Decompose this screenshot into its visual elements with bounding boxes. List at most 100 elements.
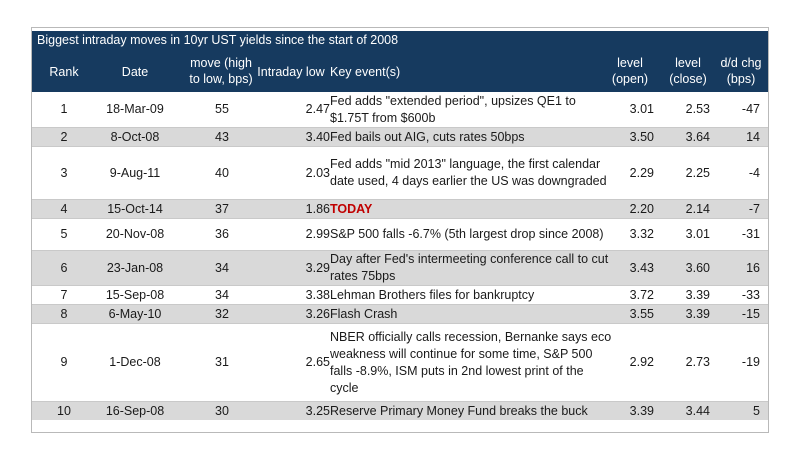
key-event-cell: Reserve Primary Money Fund breaks the bu… bbox=[330, 403, 588, 418]
intraday-low-cell: 2.99 bbox=[305, 227, 330, 241]
header-intraday-low: Intraday low bbox=[257, 65, 325, 79]
table-header: Rank Date move (high to low, bps) Intrad… bbox=[32, 50, 768, 92]
level-open-cell: 3.01 bbox=[629, 102, 654, 116]
move-cell: 34 bbox=[215, 287, 229, 302]
rank-cell: 4 bbox=[60, 201, 68, 216]
dd-chg-cell: 14 bbox=[746, 129, 760, 144]
header-move-line2: to low, bps) bbox=[189, 72, 253, 86]
dd-chg-cell: -19 bbox=[741, 355, 760, 369]
rank-cell: 5 bbox=[60, 227, 68, 241]
dd-chg-cell: -4 bbox=[748, 165, 760, 180]
intraday-low-cell: 2.03 bbox=[305, 165, 330, 180]
dd-chg-cell: -47 bbox=[741, 102, 760, 116]
move-cell: 36 bbox=[215, 227, 229, 241]
level-open-cell: 3.72 bbox=[629, 287, 654, 302]
table-row: 2 8-Oct-08 43 3.40 Fed bails out AIG, cu… bbox=[32, 128, 768, 147]
table-frame bbox=[31, 27, 769, 433]
intraday-low-cell: 3.25 bbox=[305, 403, 330, 418]
level-close-cell: 2.14 bbox=[685, 201, 710, 216]
rank-cell: 1 bbox=[60, 102, 68, 116]
level-close-cell: 2.73 bbox=[685, 355, 710, 369]
intraday-low-cell: 3.40 bbox=[305, 129, 330, 144]
table-row: 5 20-Nov-08 36 2.99 S&P 500 falls -6.7% … bbox=[32, 219, 768, 251]
header-close-line1: level bbox=[675, 56, 701, 70]
table-row: 3 9-Aug-11 40 2.03 Fed adds "mid 2013" l… bbox=[32, 147, 768, 200]
header-open-line1: level bbox=[617, 56, 643, 70]
table-row: 10 16-Sep-08 30 3.25 Reserve Primary Mon… bbox=[32, 402, 768, 420]
key-event-cell: Fed adds "extended period", upsizes QE1 … bbox=[330, 93, 576, 125]
rank-cell: 10 bbox=[57, 403, 71, 418]
table-row: 9 1-Dec-08 31 2.65 NBER officially calls… bbox=[32, 324, 768, 402]
intraday-low-cell: 1.86 bbox=[305, 201, 330, 216]
dd-chg-cell: 16 bbox=[746, 260, 760, 275]
table-row: 4 15-Oct-14 37 1.86 TODAY 2.20 2.14 -7 bbox=[32, 200, 768, 219]
rank-cell: 8 bbox=[60, 306, 68, 321]
level-open-cell: 3.50 bbox=[629, 129, 654, 144]
rank-cell: 9 bbox=[60, 355, 68, 369]
header-move: move (high to low, bps) bbox=[176, 55, 266, 87]
key-event-cell: Day after Fed's intermeeting conference … bbox=[330, 252, 609, 283]
rank-cell: 6 bbox=[60, 260, 68, 275]
header-level-close: level (close) bbox=[662, 55, 714, 87]
intraday-low-cell: 3.38 bbox=[305, 287, 330, 302]
date-cell: 8-Oct-08 bbox=[110, 129, 160, 144]
level-close-cell: 2.25 bbox=[685, 165, 710, 180]
level-open-cell: 2.20 bbox=[629, 201, 654, 216]
move-cell: 40 bbox=[215, 165, 229, 180]
intraday-low-cell: 2.47 bbox=[305, 102, 330, 116]
rank-cell: 2 bbox=[60, 129, 68, 144]
key-event-cell: Fed adds "mid 2013" language, the first … bbox=[330, 157, 607, 188]
level-close-cell: 3.01 bbox=[685, 227, 710, 241]
header-rank: Rank bbox=[49, 65, 79, 79]
move-cell: 37 bbox=[215, 201, 229, 216]
rank-cell: 7 bbox=[60, 287, 68, 302]
level-open-cell: 2.29 bbox=[629, 165, 654, 180]
key-event-cell: S&P 500 falls -6.7% (5th largest drop si… bbox=[330, 227, 604, 241]
header-dd-chg: d/d chg (bps) bbox=[714, 55, 768, 87]
date-cell: 16-Sep-08 bbox=[105, 403, 165, 418]
level-open-cell: 3.43 bbox=[629, 260, 654, 275]
header-level-open: level (open) bbox=[604, 55, 656, 87]
key-event-cell: Lehman Brothers files for bankruptcy bbox=[330, 287, 535, 302]
date-cell: 1-Dec-08 bbox=[109, 355, 161, 369]
header-chg-line2: (bps) bbox=[726, 72, 756, 86]
intraday-low-cell: 3.26 bbox=[305, 306, 330, 321]
rank-cell: 3 bbox=[60, 165, 68, 180]
date-cell: 15-Oct-14 bbox=[107, 201, 163, 216]
level-close-cell: 3.39 bbox=[685, 287, 710, 302]
date-cell: 18-Mar-09 bbox=[106, 102, 164, 116]
level-close-cell: 3.60 bbox=[685, 260, 710, 275]
header-close-line2: (close) bbox=[669, 72, 707, 86]
move-cell: 43 bbox=[215, 129, 229, 144]
level-close-cell: 3.64 bbox=[685, 129, 710, 144]
key-event-cell: Fed bails out AIG, cuts rates 50bps bbox=[330, 129, 525, 144]
table-row: 1 18-Mar-09 55 2.47 Fed adds "extended p… bbox=[32, 92, 768, 128]
dd-chg-cell: -15 bbox=[741, 306, 760, 321]
header-move-line1: move (high bbox=[190, 56, 252, 70]
date-cell: 23-Jan-08 bbox=[106, 260, 164, 275]
move-cell: 31 bbox=[215, 355, 229, 369]
key-event-cell: Flash Crash bbox=[330, 306, 398, 321]
table-body: 1 18-Mar-09 55 2.47 Fed adds "extended p… bbox=[32, 92, 768, 420]
date-cell: 6-May-10 bbox=[108, 306, 162, 321]
intraday-low-cell: 3.29 bbox=[305, 260, 330, 275]
header-chg-line1: d/d chg bbox=[720, 56, 762, 70]
level-open-cell: 3.32 bbox=[629, 227, 654, 241]
intraday-low-cell: 2.65 bbox=[305, 355, 330, 369]
dd-chg-cell: -31 bbox=[741, 227, 760, 241]
date-cell: 20-Nov-08 bbox=[105, 227, 165, 241]
dd-chg-cell: -33 bbox=[741, 287, 760, 302]
header-open-line2: (open) bbox=[611, 72, 649, 86]
level-close-cell: 3.44 bbox=[685, 403, 710, 418]
key-event-cell-today: TODAY bbox=[330, 201, 373, 216]
key-event-cell: NBER officially calls recession, Bernank… bbox=[330, 329, 612, 395]
level-close-cell: 2.53 bbox=[685, 102, 710, 116]
move-cell: 30 bbox=[215, 403, 229, 418]
dd-chg-cell: -7 bbox=[748, 201, 760, 216]
date-cell: 9-Aug-11 bbox=[109, 165, 161, 180]
level-open-cell: 2.92 bbox=[629, 355, 654, 369]
header-key-event: Key event(s) bbox=[330, 65, 401, 79]
table-row: 8 6-May-10 32 3.26 Flash Crash 3.55 3.39… bbox=[32, 305, 768, 324]
date-cell: 15-Sep-08 bbox=[105, 287, 165, 302]
move-cell: 55 bbox=[215, 102, 229, 116]
